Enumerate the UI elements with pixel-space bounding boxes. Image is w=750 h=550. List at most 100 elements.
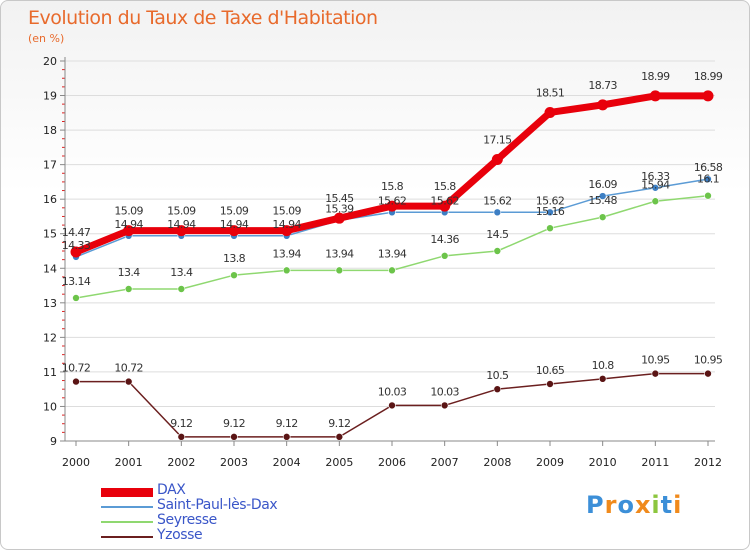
legend-label: Yzosse — [157, 527, 203, 543]
logo-letter: i — [673, 491, 683, 519]
data-label: 16.33 — [641, 170, 670, 183]
data-point — [651, 183, 660, 192]
logo-letter: r — [604, 491, 618, 519]
data-label: 18.73 — [588, 79, 617, 92]
data-point — [388, 401, 396, 410]
data-label: 9.12 — [328, 417, 350, 430]
legend-swatch — [101, 506, 153, 508]
data-point — [649, 90, 661, 102]
y-tick-label: 20 — [43, 55, 57, 68]
y-tick-label: 14 — [43, 262, 57, 275]
data-point — [124, 285, 133, 293]
legend-label: DAX — [157, 482, 186, 498]
data-label: 18.51 — [536, 86, 565, 99]
data-label: 10.03 — [378, 385, 407, 398]
data-label: 15.45 — [325, 192, 354, 205]
x-tick-label: 2001 — [115, 456, 143, 469]
data-label: 15.16 — [536, 205, 565, 218]
y-tick-label: 16 — [43, 193, 57, 206]
x-tick-label: 2000 — [62, 456, 90, 469]
x-tick-label: 2003 — [220, 456, 248, 469]
logo-letter: t — [660, 491, 674, 519]
y-tick-label: 17 — [43, 159, 57, 172]
logo-letter: o — [617, 491, 635, 519]
data-point — [282, 433, 291, 441]
data-point — [230, 271, 238, 279]
y-tick-label: 10 — [43, 400, 57, 413]
legend-label: Seyresse — [157, 512, 217, 528]
data-label: 13.4 — [170, 266, 193, 279]
data-point — [704, 191, 712, 200]
data-point — [704, 175, 712, 183]
data-point — [493, 247, 502, 255]
data-label: 14.94 — [272, 218, 301, 231]
legend-swatch — [101, 536, 153, 538]
data-point — [544, 106, 556, 118]
data-label: 15.8 — [381, 180, 404, 193]
data-label: 15.09 — [220, 205, 249, 218]
data-label: 13.94 — [325, 247, 354, 260]
data-label: 10.8 — [592, 359, 615, 372]
data-label: 14.5 — [486, 228, 509, 241]
data-label: 15.09 — [114, 205, 143, 218]
data-point — [651, 197, 660, 206]
data-point — [493, 385, 502, 393]
data-label: 15.62 — [378, 194, 407, 207]
data-label: 15.62 — [430, 194, 459, 207]
logo-letter: P — [586, 491, 605, 519]
proxiti-logo: Proxiti — [586, 491, 682, 519]
data-point — [493, 208, 502, 217]
y-tick-label: 19 — [43, 90, 57, 103]
data-label: 16.58 — [694, 161, 723, 174]
data-label: 15.09 — [272, 205, 301, 218]
data-point — [598, 213, 607, 221]
data-label: 14.47 — [62, 226, 91, 239]
data-label: 14.94 — [114, 218, 143, 231]
y-tick-label: 11 — [43, 366, 57, 379]
data-point — [546, 208, 554, 217]
x-tick-label: 2011 — [641, 456, 669, 469]
y-tick-label: 13 — [43, 297, 57, 310]
data-label: 16.09 — [588, 178, 617, 191]
data-point — [546, 380, 554, 388]
data-point — [281, 225, 293, 237]
data-label: 14.94 — [167, 218, 196, 231]
data-point — [546, 224, 554, 232]
data-label: 14.33 — [62, 239, 91, 252]
logo-letter: i — [651, 491, 661, 519]
data-label: 17.15 — [483, 133, 512, 146]
data-label: 18.99 — [641, 70, 670, 83]
data-point — [491, 153, 503, 165]
y-tick-label: 18 — [43, 124, 57, 137]
data-point — [177, 285, 186, 293]
legend-label: Saint-Paul-lès-Dax — [157, 497, 278, 513]
data-label: 16.1 — [697, 173, 719, 186]
data-label: 15.48 — [588, 194, 617, 207]
chart-unit: (en %) — [28, 32, 65, 45]
y-tick-label: 15 — [43, 228, 57, 241]
data-point — [124, 377, 133, 386]
data-label: 14.36 — [430, 233, 459, 246]
x-tick-label: 2004 — [273, 456, 301, 469]
data-point — [704, 369, 712, 378]
data-point — [123, 225, 135, 237]
data-label: 15.09 — [167, 205, 196, 218]
data-label: 18.99 — [694, 70, 723, 83]
data-point — [282, 266, 291, 275]
data-label: 15.62 — [483, 194, 512, 207]
data-label: 13.4 — [118, 266, 141, 279]
data-point — [651, 369, 660, 378]
data-label: 13.94 — [272, 247, 301, 260]
data-label: 9.12 — [223, 417, 245, 430]
x-tick-label: 2009 — [536, 456, 564, 469]
data-point — [228, 225, 240, 237]
data-point — [440, 252, 449, 260]
x-tick-label: 2002 — [167, 456, 195, 469]
data-point — [230, 433, 238, 441]
data-point — [177, 433, 186, 441]
data-label: 10.72 — [114, 362, 143, 375]
data-label: 9.12 — [276, 417, 298, 430]
x-tick-label: 2007 — [431, 456, 459, 469]
data-label: 13.8 — [223, 252, 246, 265]
data-label: 9.12 — [170, 417, 192, 430]
